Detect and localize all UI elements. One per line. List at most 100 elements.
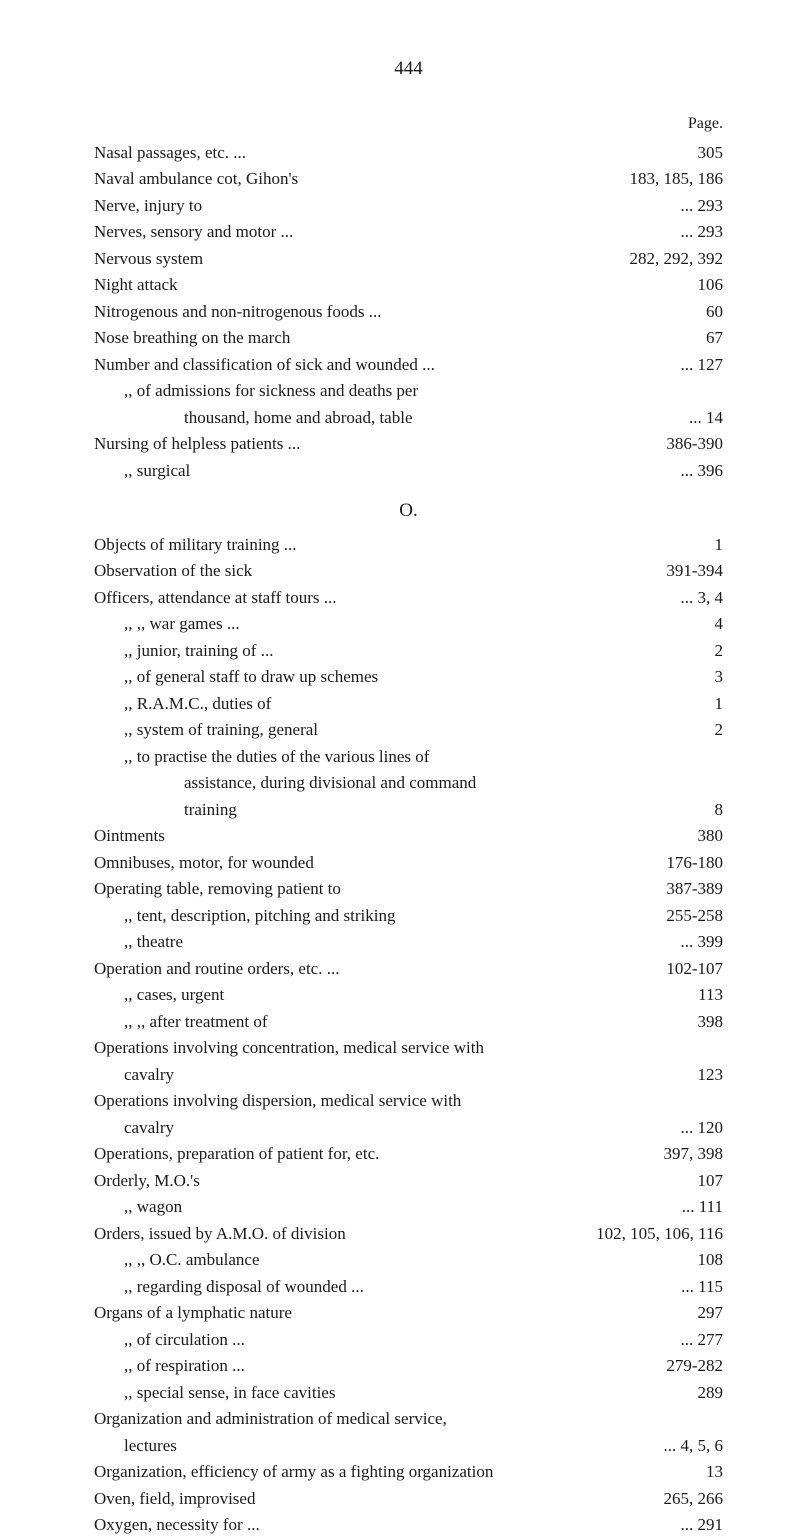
index-entry: Nerve, injury to... 293	[94, 193, 723, 219]
index-entry: lectures... 4, 5, 6	[94, 1433, 723, 1459]
index-entry: Operations involving dispersion, medical…	[94, 1088, 723, 1114]
entry-page: ... 396	[661, 458, 724, 484]
entry-page: 3	[695, 664, 724, 690]
entry-label: cavalry	[94, 1062, 678, 1088]
entry-label: Operations involving dispersion, medical…	[94, 1088, 703, 1114]
entry-page: 397, 398	[644, 1141, 724, 1167]
entry-label: Operations, preparation of patient for, …	[94, 1141, 644, 1167]
index-entry: ,, ,, O.C. ambulance108	[94, 1247, 723, 1273]
entry-label: ,, surgical	[94, 458, 661, 484]
index-entry: assistance, during divisional and comman…	[94, 770, 723, 796]
entry-label: thousand, home and abroad, table	[94, 405, 669, 431]
entry-label: Nerves, sensory and motor ...	[94, 219, 661, 245]
index-entry: Nursing of helpless patients ...386-390	[94, 431, 723, 457]
entry-page: ... 111	[662, 1194, 723, 1220]
entry-label: Orderly, M.O.'s	[94, 1168, 678, 1194]
index-entry: ,, of circulation ...... 277	[94, 1327, 723, 1353]
index-entry: Orders, issued by A.M.O. of division102,…	[94, 1221, 723, 1247]
index-entry: Ointments380	[94, 823, 723, 849]
entry-label: Observation of the sick	[94, 558, 646, 584]
index-entry: ,, theatre... 399	[94, 929, 723, 955]
entry-page: 279-282	[646, 1353, 723, 1379]
index-entry: ,, system of training, general2	[94, 717, 723, 743]
entry-page: 4	[695, 611, 724, 637]
entry-page: 13	[686, 1459, 723, 1485]
entry-page: 387-389	[646, 876, 723, 902]
index-entry: ,, ,, after treatment of398	[94, 1009, 723, 1035]
page-header-label: Page.	[94, 112, 723, 136]
index-entry: ,, special sense, in face cavities289	[94, 1380, 723, 1406]
entry-label: ,, cases, urgent	[94, 982, 678, 1008]
index-entry: Night attack106	[94, 272, 723, 298]
entry-label: Oven, field, improvised	[94, 1486, 644, 1512]
entry-label: Organization and administration of medic…	[94, 1406, 703, 1432]
index-entry: ,, of admissions for sickness and deaths…	[94, 378, 723, 404]
entry-page: 60	[686, 299, 723, 325]
entry-label: Operations involving concentration, medi…	[94, 1035, 703, 1061]
entry-page: 106	[678, 272, 724, 298]
entry-page: ... 3, 4	[661, 585, 724, 611]
entry-label: Officers, attendance at staff tours ...	[94, 585, 661, 611]
index-entry: Omnibuses, motor, for wounded176-180	[94, 850, 723, 876]
index-entry: Number and classification of sick and wo…	[94, 352, 723, 378]
entry-page: 305	[678, 140, 724, 166]
index-entry: Nerves, sensory and motor ...... 293	[94, 219, 723, 245]
index-entry: ,, R.A.M.C., duties of1	[94, 691, 723, 717]
index-entry: Oven, field, improvised265, 266	[94, 1486, 723, 1512]
entry-page: 386-390	[646, 431, 723, 457]
section-letter-o: O.	[94, 497, 723, 526]
index-entry: Operations involving concentration, medi…	[94, 1035, 723, 1061]
index-entry: Operating table, removing patient to387-…	[94, 876, 723, 902]
entry-label: Organization, efficiency of army as a fi…	[94, 1459, 686, 1485]
index-entry: ,, tent, description, pitching and strik…	[94, 903, 723, 929]
entry-page: 113	[678, 982, 723, 1008]
index-entry: ,, of respiration ...279-282	[94, 1353, 723, 1379]
entry-page: 1	[695, 691, 724, 717]
entry-label: ,, tent, description, pitching and strik…	[94, 903, 646, 929]
entry-page: 255-258	[646, 903, 723, 929]
entry-label: Nitrogenous and non-nitrogenous foods ..…	[94, 299, 686, 325]
entry-label: ,, of respiration ...	[94, 1353, 646, 1379]
entry-label: training	[94, 797, 695, 823]
entry-label: ,, R.A.M.C., duties of	[94, 691, 695, 717]
index-entry: Orderly, M.O.'s107	[94, 1168, 723, 1194]
index-entry: Naval ambulance cot, Gihon's183, 185, 18…	[94, 166, 723, 192]
entry-label: ,, of circulation ...	[94, 1327, 661, 1353]
entry-page: ... 277	[661, 1327, 724, 1353]
entry-page: ... 291	[661, 1512, 724, 1538]
index-entry: Organs of a lymphatic nature297	[94, 1300, 723, 1326]
entry-label: Objects of military training ...	[94, 532, 695, 558]
entry-page: 282, 292, 392	[610, 246, 724, 272]
entry-page: 289	[678, 1380, 724, 1406]
index-entry: ,, of general staff to draw up schemes3	[94, 664, 723, 690]
entry-label: Operating table, removing patient to	[94, 876, 646, 902]
entry-label: Naval ambulance cot, Gihon's	[94, 166, 610, 192]
index-entry: ,, ,, war games ...4	[94, 611, 723, 637]
entry-page: 380	[678, 823, 724, 849]
index-entry: Organization, efficiency of army as a fi…	[94, 1459, 723, 1485]
entry-page: ... 127	[661, 352, 724, 378]
entry-page: 1	[695, 532, 724, 558]
entry-page: 176-180	[646, 850, 723, 876]
index-entries-n: Nasal passages, etc. ...305Naval ambulan…	[94, 140, 723, 484]
entry-label: Operation and routine orders, etc. ...	[94, 956, 646, 982]
page-number: 444	[94, 55, 723, 84]
entry-page: ... 120	[661, 1115, 724, 1141]
entry-label: ,, theatre	[94, 929, 661, 955]
entry-page: 265, 266	[644, 1486, 724, 1512]
entry-label: ,, special sense, in face cavities	[94, 1380, 678, 1406]
entry-page: ... 293	[661, 219, 724, 245]
index-entry: ,, junior, training of ...2	[94, 638, 723, 664]
entry-label: cavalry	[94, 1115, 661, 1141]
index-entry: ,, to practise the duties of the various…	[94, 744, 723, 770]
entry-label: ,, system of training, general	[94, 717, 695, 743]
entry-page: 2	[695, 638, 724, 664]
index-entry: Operation and routine orders, etc. ...10…	[94, 956, 723, 982]
entry-page: 391-394	[646, 558, 723, 584]
index-entry: Observation of the sick391-394	[94, 558, 723, 584]
index-entry: Organization and administration of medic…	[94, 1406, 723, 1432]
index-entry: ,, surgical... 396	[94, 458, 723, 484]
entry-label: ,, junior, training of ...	[94, 638, 695, 664]
entry-label: Nervous system	[94, 246, 610, 272]
entry-page: 102-107	[646, 956, 723, 982]
